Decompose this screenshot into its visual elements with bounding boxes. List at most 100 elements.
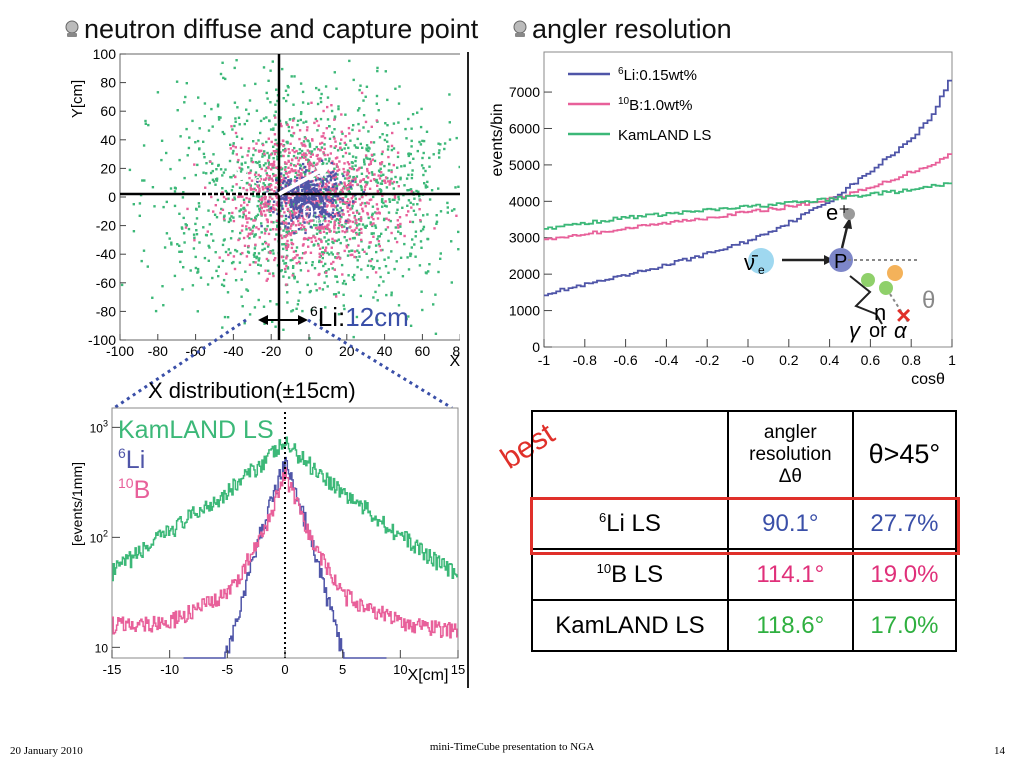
- scatter-point: [282, 247, 285, 251]
- scatter-point: [282, 144, 285, 148]
- scatter-point: [266, 209, 269, 212]
- scatter-point: [346, 254, 350, 257]
- scatter-point: [367, 171, 371, 175]
- scatter-point: [341, 282, 345, 285]
- scatter-point: [302, 225, 306, 229]
- scatter-point: [197, 270, 200, 273]
- scatter-point: [432, 153, 435, 156]
- scatter-point: [286, 239, 289, 243]
- scatter-point: [355, 209, 359, 213]
- scatter-point: [349, 181, 352, 184]
- angular-y-label: events/bin: [489, 104, 506, 177]
- scatter-point: [422, 139, 426, 143]
- scatter-point: [301, 144, 305, 147]
- scatter-point: [360, 227, 363, 231]
- scatter-point: [319, 229, 322, 232]
- scatter-point: [321, 226, 325, 229]
- scatter-point: [304, 170, 307, 174]
- scatter-point: [375, 102, 378, 105]
- scatter-point: [355, 233, 359, 236]
- scatter-point: [346, 210, 350, 213]
- scatter-point: [275, 228, 278, 231]
- row-label-b: 10B LS: [531, 548, 729, 601]
- scatter-point: [302, 243, 305, 246]
- scatter-point: [378, 136, 382, 139]
- scatter-point: [327, 181, 331, 184]
- scatter-point: [372, 217, 375, 221]
- scatter-point: [276, 150, 279, 154]
- scatter-point: [288, 151, 291, 154]
- scatter-point: [271, 206, 274, 210]
- scatter-point: [323, 210, 327, 213]
- scatter-point: [318, 252, 321, 255]
- scatter-point: [318, 195, 321, 198]
- scatter-point: [247, 147, 251, 150]
- scatter-point: [412, 157, 415, 160]
- scatter-point: [413, 243, 416, 246]
- scatter-point: [267, 200, 270, 203]
- scatter-point: [169, 187, 173, 190]
- scatter-point: [253, 235, 256, 238]
- scatter-point: [219, 168, 223, 171]
- scatter-point: [313, 197, 316, 200]
- scatter-point: [386, 140, 389, 143]
- scatter-point: [258, 198, 262, 201]
- scatter-point: [314, 174, 318, 177]
- scatter-point: [320, 135, 323, 138]
- scatter-point: [290, 224, 293, 228]
- scatter-point: [339, 206, 342, 210]
- scatter-point: [256, 213, 260, 216]
- scatter-point: [353, 237, 356, 240]
- li-text: Li:: [318, 302, 345, 332]
- scatter-point: [327, 170, 331, 174]
- xdist-y-tick-label: 103: [90, 418, 108, 435]
- scatter-point: [241, 224, 244, 227]
- scatter-point: [245, 288, 248, 291]
- scatter-point: [326, 190, 329, 193]
- scatter-point: [276, 99, 279, 103]
- scatter-point: [272, 174, 276, 178]
- scatter-point: [226, 291, 230, 294]
- scatter-point: [198, 147, 201, 150]
- scatter-point: [270, 188, 273, 191]
- scatter-point: [279, 151, 282, 154]
- footer-center: mini-TimeCube presentation to NGA: [429, 741, 595, 753]
- scatter-point: [309, 180, 312, 184]
- scatter-point: [352, 168, 356, 171]
- scatter-point: [333, 268, 336, 271]
- scatter-point: [417, 190, 420, 193]
- scatter-point: [418, 194, 421, 198]
- scatter-point: [329, 152, 332, 155]
- scatter-point: [297, 223, 300, 226]
- scatter-point: [245, 196, 248, 200]
- scatter-point: [293, 150, 296, 154]
- scatter-point: [359, 203, 362, 207]
- scatter-point: [286, 207, 290, 211]
- scatter-point: [316, 153, 319, 157]
- scatter-point: [254, 189, 257, 192]
- scatter-point: [307, 269, 310, 273]
- scatter-point: [273, 143, 277, 146]
- scatter-point: [312, 183, 316, 186]
- scatter-point: [370, 258, 374, 261]
- scatter-point: [293, 232, 296, 235]
- title-angular-text: angler resolution: [532, 14, 732, 44]
- scatter-point: [351, 184, 354, 187]
- scatter-point: [208, 181, 211, 185]
- scatter-point: [339, 142, 342, 145]
- scatter-point: [403, 164, 406, 167]
- scatter-point: [338, 224, 341, 227]
- angular-y-tick-label: 3000: [509, 230, 540, 246]
- scatter-point: [332, 293, 336, 296]
- scatter-point: [314, 191, 318, 194]
- scatter-point: [287, 243, 290, 247]
- xdist-x-tick-label: -5: [222, 662, 234, 677]
- scatter-point: [363, 225, 367, 228]
- scatter-point: [318, 210, 322, 214]
- scatter-point: [377, 235, 380, 238]
- scatter-point: [334, 201, 338, 204]
- scatter-point: [268, 119, 271, 122]
- scatter-point: [220, 207, 223, 211]
- scatter-point: [243, 84, 246, 87]
- scatter-point: [291, 169, 294, 172]
